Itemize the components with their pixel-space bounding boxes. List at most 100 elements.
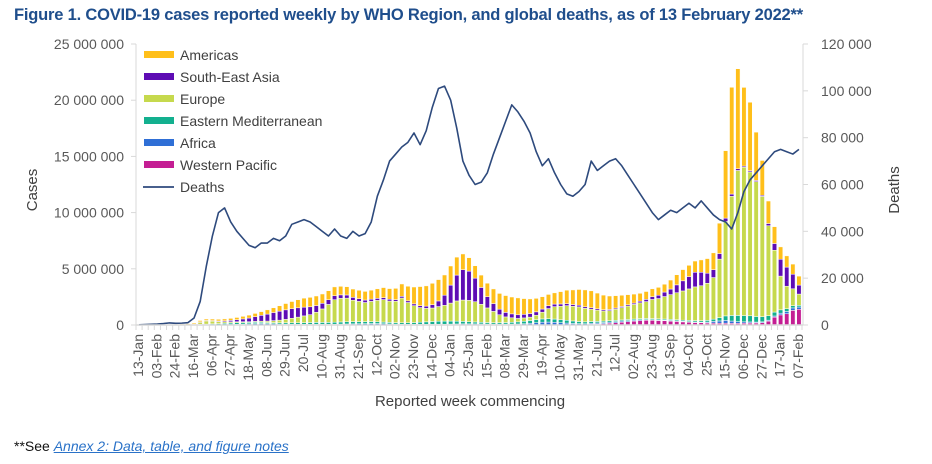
bar-segment-south-east-asia [387, 299, 393, 302]
bar-segment-eastern-mediterranean [570, 320, 576, 324]
bar-segment-europe [490, 311, 496, 323]
bar-segment-europe [307, 314, 313, 323]
x-tick-label: 25-Oct [698, 334, 714, 376]
bar-segment-south-east-asia [411, 303, 417, 306]
x-tick-label: 03-Feb [148, 334, 164, 379]
bar-segment-americas [735, 68, 741, 170]
bar-segment-americas [717, 222, 722, 254]
y-tick-label: 0 [116, 317, 124, 333]
bar-segment-south-east-asia [332, 295, 338, 300]
bar-segment-western-pacific [790, 310, 796, 326]
bar-segment-europe [350, 300, 356, 322]
bar-segment-americas [417, 286, 423, 306]
bar-segment-eastern-mediterranean [454, 320, 460, 325]
bar-segment-eastern-mediterranean [576, 321, 582, 324]
bar-segment-americas [674, 274, 680, 286]
bar-segment-eastern-mediterranean [539, 318, 545, 323]
bar-segment-americas [692, 260, 698, 273]
y2-tick-label: 100 000 [821, 83, 872, 99]
bar-segment-americas [454, 256, 460, 276]
bar-segment-eastern-mediterranean [472, 321, 478, 325]
bar-segment-americas [209, 318, 215, 321]
bar-segment-south-east-asia [692, 272, 698, 288]
bar-segment-south-east-asia [710, 269, 716, 278]
legend-swatch-europe [144, 95, 174, 102]
bar-segment-eastern-mediterranean [509, 322, 515, 325]
bar-segment-americas [515, 297, 521, 316]
bar-segment-eastern-mediterranean [417, 321, 423, 325]
bar-segment-americas [796, 275, 802, 286]
bar-segment-eastern-mediterranean [301, 322, 307, 325]
bar-segment-americas [387, 288, 393, 300]
bar-segment-europe [576, 306, 582, 322]
bar-segment-eastern-mediterranean [234, 322, 240, 325]
bar-segment-europe [344, 297, 350, 322]
bar-segment-eastern-mediterranean [765, 315, 771, 321]
x-tick-label: 15-Nov [717, 334, 733, 379]
bar-segment-eastern-mediterranean [778, 309, 784, 314]
bar-segment-south-east-asia [307, 306, 313, 315]
x-tick-label: 13-Jan [130, 334, 146, 377]
bar-segment-south-east-asia [558, 303, 564, 307]
bar-segment-americas [784, 255, 790, 268]
legend-label: South-East Asia [180, 69, 280, 85]
bar-segment-europe [570, 306, 576, 322]
annex-link[interactable]: Annex 2: Data, table, and figure notes [53, 438, 289, 454]
y-tick-label: 5 000 000 [62, 261, 124, 277]
bar-segment-europe [784, 285, 790, 309]
bar-segment-americas [350, 288, 356, 298]
bar-segment-south-east-asia [344, 294, 350, 299]
bar-segment-americas [558, 291, 564, 305]
bar-segment-south-east-asia [509, 313, 515, 319]
bar-segment-south-east-asia [570, 304, 576, 307]
bar-segment-eastern-mediterranean [772, 311, 777, 317]
bar-segment-eastern-mediterranean [350, 321, 356, 325]
bar-segment-south-east-asia [283, 309, 289, 320]
x-tick-label: 21-Jun [588, 334, 604, 377]
bar-segment-europe [454, 300, 460, 322]
bar-segment-americas [576, 289, 582, 306]
bar-segment-south-east-asia [234, 319, 240, 322]
bar-segment-europe [509, 317, 515, 323]
bar-segment-americas [191, 322, 197, 325]
bar-segment-americas [442, 274, 448, 296]
bar-segment-americas [594, 292, 600, 310]
x-tick-label: 04-Jan [442, 334, 458, 377]
bar-segment-europe [765, 225, 771, 316]
bar-segment-europe [637, 302, 643, 319]
bar-segment-europe [527, 316, 533, 321]
bar-segment-eastern-mediterranean [307, 322, 313, 325]
bar-segment-europe [436, 306, 441, 322]
bar-segment-europe [332, 299, 338, 323]
bar-segment-europe [686, 288, 692, 321]
bar-segment-europe [295, 316, 301, 324]
x-tick-label: 20-Jul [295, 334, 311, 372]
x-tick-label: 08-Jun [258, 334, 274, 377]
x-tick-label: 13-Sep [662, 334, 678, 379]
bar-segment-americas [509, 296, 515, 315]
bar-segment-eastern-mediterranean [753, 316, 759, 323]
bar-segment-americas [283, 303, 289, 311]
bar-segment-americas [234, 317, 240, 320]
bar-segment-americas [478, 274, 484, 288]
bar-segment-eastern-mediterranean [436, 320, 441, 325]
bar-segment-americas [655, 287, 661, 296]
bar-segment-eastern-mediterranean [717, 317, 722, 322]
bar-segment-europe [393, 301, 399, 323]
bar-segment-eastern-mediterranean [564, 320, 570, 324]
bar-segment-europe [478, 304, 484, 323]
bar-segment-americas [790, 263, 796, 275]
bar-segment-americas [490, 288, 496, 304]
x-tick-label: 07-Feb [790, 334, 806, 379]
x-tick-label: 06-Apr [203, 334, 219, 376]
bar-segment-europe [668, 294, 674, 320]
bar-segment-south-east-asia [790, 273, 796, 290]
bar-segment-europe [759, 196, 765, 317]
bar-segment-europe [655, 298, 661, 320]
bar-segment-africa [735, 321, 741, 324]
bar-segment-europe [466, 300, 472, 322]
bar-segment-americas [741, 87, 747, 167]
bar-segment-south-east-asia [295, 307, 301, 318]
bar-segment-europe [674, 292, 680, 320]
bar-segment-americas [759, 160, 765, 196]
